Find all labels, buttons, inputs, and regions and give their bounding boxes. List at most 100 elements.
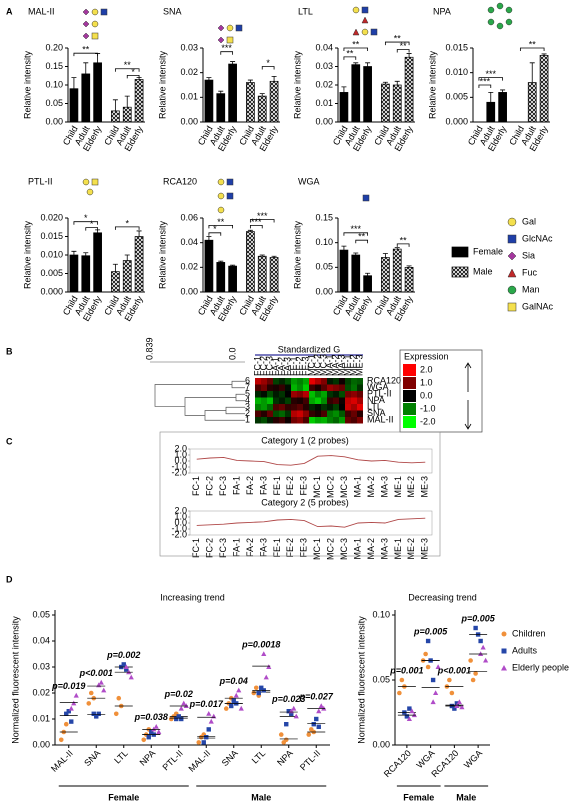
x-tick-label: FC-3: [218, 538, 228, 558]
x-tick-label: FC-3: [218, 476, 228, 496]
significance-bracket: [220, 51, 234, 55]
bar: [216, 262, 226, 293]
heatmap-cell: [345, 391, 351, 398]
heatmap-cell: [345, 397, 351, 404]
significance-bracket: [73, 52, 99, 57]
heatmap-cell: [267, 384, 273, 391]
heatmap-cell: [291, 404, 297, 411]
glycan-icon: [370, 28, 378, 36]
x-tick-label: ME-2: [406, 538, 416, 560]
data-point: [314, 716, 319, 722]
data-point: [229, 703, 234, 709]
significance-label: ***: [351, 224, 362, 234]
legend-marker: [501, 631, 507, 637]
x-tick-label: SNA: [82, 748, 102, 768]
y-tick-label: 0.02: [180, 67, 198, 77]
significance-label: ***: [257, 211, 268, 221]
heatmap-cell: [327, 417, 333, 424]
significance-label: **: [400, 41, 408, 51]
x-tick-label: MC-1: [312, 538, 322, 560]
heatmap-cell: [327, 410, 333, 417]
x-tick-label: ME-3: [420, 476, 430, 498]
heatmap-cell: [261, 410, 267, 417]
data-point: [454, 703, 460, 708]
heatmap-cell: [321, 404, 327, 411]
heatmap-cell: [297, 410, 303, 417]
heatmap-cell: [285, 404, 291, 411]
dendrogram-scale-label: 0.839: [144, 337, 154, 360]
x-tick-label: MA-1: [352, 476, 362, 498]
glycan-icon: [217, 24, 225, 32]
y-tick-label: 0.03: [32, 661, 50, 671]
legend-marker: [501, 665, 507, 671]
significance-bracket: [208, 225, 234, 229]
heatmap-cell: [255, 404, 261, 411]
glycan-icon: [226, 24, 234, 32]
p-value: p=0.019: [51, 681, 85, 691]
p-value: p=0.017: [189, 699, 224, 709]
error-bar: [365, 62, 371, 67]
data-point: [430, 677, 436, 683]
data-point: [293, 713, 299, 719]
error-bar: [83, 62, 89, 74]
legend-swatch: [403, 364, 416, 376]
y-tick-label: 1.0: [174, 511, 187, 521]
x-tick-label: MA-2: [366, 476, 376, 498]
heatmap-cell: [315, 384, 321, 391]
significance-label: ***: [251, 217, 262, 227]
bar: [246, 231, 255, 293]
heatmap-cell: [297, 417, 303, 424]
y-tick-label: 0.10: [315, 237, 333, 247]
legend-swatch: [403, 390, 416, 402]
heatmap-cell: [255, 397, 261, 404]
heatmap-cell: [291, 397, 297, 404]
x-tick-label: MA-3: [379, 538, 389, 560]
data-point: [452, 706, 457, 711]
y-tick-label: 0.15: [45, 61, 63, 71]
chart-title: MAL-II: [28, 6, 55, 16]
data-point: [181, 700, 187, 706]
glycan-icon: [217, 206, 225, 214]
data-point: [94, 714, 99, 719]
data-point: [478, 638, 483, 644]
heatmap-cell: [255, 391, 261, 398]
data-point: [71, 700, 77, 706]
glycan-icon: [86, 188, 94, 196]
heatmap-cell: [321, 410, 327, 417]
x-tick-label: FC-2: [205, 538, 215, 558]
data-point: [86, 701, 92, 706]
error-bar: [247, 229, 253, 232]
heatmap-cell: [309, 391, 315, 398]
heatmap-cell: [315, 397, 321, 404]
legend-label: Children: [512, 628, 546, 638]
heatmap-cell: [303, 384, 309, 391]
heatmap-cell: [279, 384, 285, 391]
data-point: [66, 709, 71, 714]
x-tick-label: SNA: [220, 748, 240, 768]
y-tick-label: 0.000: [445, 116, 468, 126]
y-tick-label: 0.04: [32, 635, 50, 645]
heatmap-cell: [303, 397, 309, 404]
data-point: [449, 690, 455, 696]
heatmap-cell: [303, 404, 309, 411]
y-tick-label: 0.06: [180, 212, 198, 222]
heatmap-cell: [273, 391, 279, 398]
glycan-icon: [235, 24, 243, 32]
heatmap-cell: [297, 404, 303, 411]
heatmap-cell: [327, 404, 333, 411]
y-tick-label: 0.00: [372, 739, 390, 749]
y-tick-label: 2.0: [174, 443, 187, 453]
error-bar: [406, 53, 412, 58]
chart-title: WGA: [298, 176, 320, 186]
y-tick-label: 0.10: [372, 609, 390, 619]
data-point: [98, 679, 104, 685]
x-tick-label: MA-2: [366, 538, 376, 560]
error-bar: [218, 90, 224, 94]
row-number: 1: [245, 415, 250, 425]
bar: [498, 92, 507, 123]
bar: [363, 275, 372, 293]
x-tick-label: NPA: [138, 748, 158, 768]
data-point: [411, 712, 417, 718]
error-bar: [124, 254, 130, 261]
heatmap-cell: [297, 397, 303, 404]
